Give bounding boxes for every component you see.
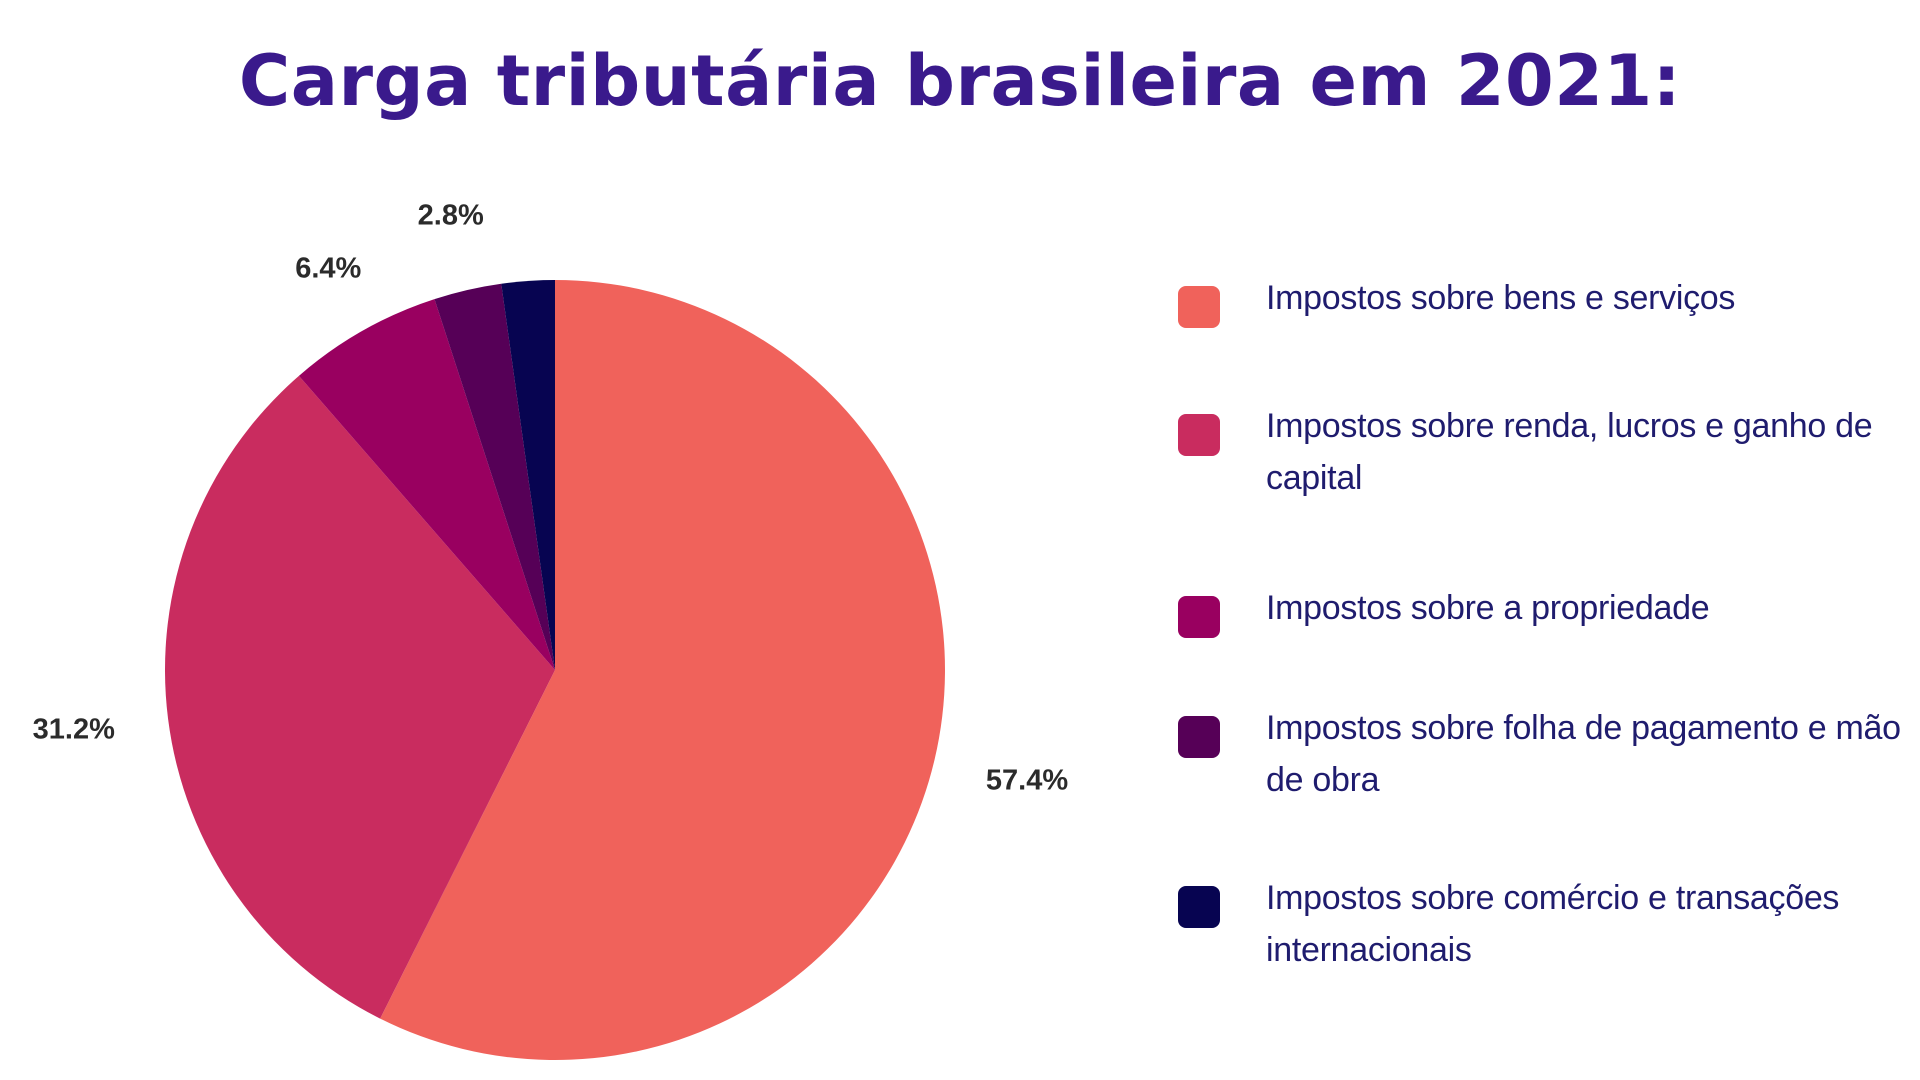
legend-label: Impostos sobre comércio e transações int… xyxy=(1266,879,1840,969)
legend-item: Impostos sobre bens e serviços xyxy=(1178,272,1906,328)
legend-swatch xyxy=(1178,716,1220,758)
legend-swatch xyxy=(1178,596,1220,638)
chart-title: Carga tributária brasileira em 2021: xyxy=(238,40,1682,122)
slice-value-label: 2.8% xyxy=(418,199,484,231)
pie-slice-4 xyxy=(434,283,555,670)
legend-item: Impostos sobre folha de pagamento e mão … xyxy=(1178,702,1906,806)
legend-label: Impostos sobre bens e serviços xyxy=(1266,279,1736,317)
legend-label: Impostos sobre folha de pagamento e mão … xyxy=(1266,709,1901,799)
legend-swatch xyxy=(1178,414,1220,456)
pie-labels: 57.4% 31.2% 6.4% 2.8% xyxy=(33,199,1069,796)
legend-swatch xyxy=(1178,286,1220,328)
legend-label: Impostos sobre renda, lucros e ganho de … xyxy=(1266,407,1873,497)
legend-item: Impostos sobre renda, lucros e ganho de … xyxy=(1178,400,1906,504)
pie-slice-5 xyxy=(501,280,555,670)
pie-slice-1 xyxy=(380,280,945,1060)
legend-swatch xyxy=(1178,886,1220,928)
pie-slices xyxy=(164,280,945,1060)
pie-slice-3 xyxy=(298,299,555,670)
legend-item: Impostos sobre a propriedade xyxy=(1178,582,1906,638)
slice-value-label: 57.4% xyxy=(986,764,1068,796)
slice-value-label: 31.2% xyxy=(33,713,115,745)
slice-value-label: 6.4% xyxy=(295,252,361,284)
legend-item: Impostos sobre comércio e transações int… xyxy=(1178,872,1906,976)
legend-label: Impostos sobre a propriedade xyxy=(1266,589,1710,627)
pie-slice-2 xyxy=(164,375,555,1019)
